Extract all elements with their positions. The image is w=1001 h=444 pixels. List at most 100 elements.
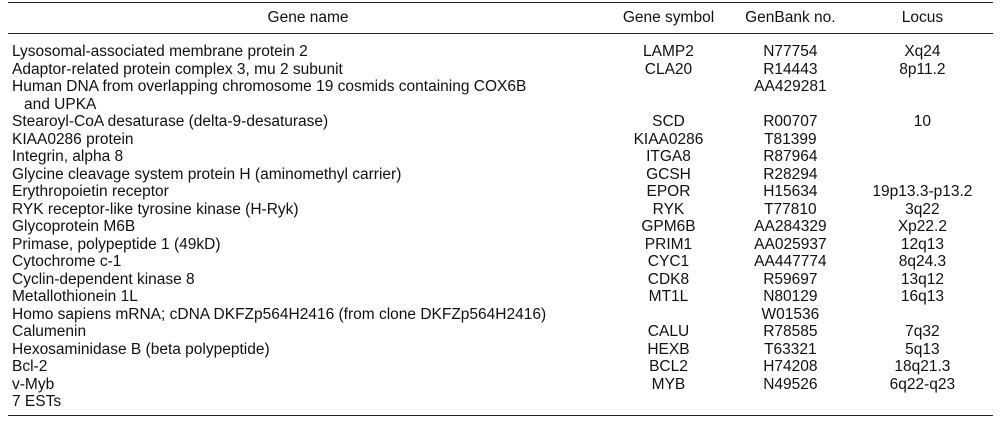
genbank-number: T77810 <box>764 200 817 218</box>
table-row: v-Myb MYB N49526 6q22-q23 <box>8 376 993 394</box>
table-body: Lysosomal-associated membrane protein 2 L… <box>8 34 993 416</box>
gene-table: Gene name Gene symbol GenBank no. Locus … <box>8 2 993 416</box>
header-genbank: GenBank no. <box>728 2 852 34</box>
table-row: Erythropoietin receptor EPOR H15634 19p13.3… <box>8 183 993 201</box>
table-row: Glycine cleavage system protein H (amino… <box>8 166 993 184</box>
table-row: Glycoprotein M6B GPM6B AA284329 Xp22.2 <box>8 218 993 236</box>
gene-name-cell: Stearoyl-CoA desaturase (delta-9-desatur… <box>8 113 608 131</box>
locus: 5q13 <box>905 340 940 358</box>
locus: 13q12 <box>900 270 944 288</box>
gene-name-cell: Hexosaminidase B (beta polypeptide) <box>8 341 608 359</box>
locus <box>852 166 993 184</box>
header-row: Gene name Gene symbol GenBank no. Locus <box>8 2 993 34</box>
locus: 7q32 <box>905 323 940 340</box>
gene-name-cell: Glycine cleavage system protein H (amino… <box>8 166 608 184</box>
gene-name: Homo sapiens mRNA; cDNA DKFZp564H2416 (f… <box>12 305 547 323</box>
table-row: Human DNA from overlapping chromosome 19… <box>8 78 993 113</box>
header-gene-symbol: Gene symbol <box>608 2 729 34</box>
gene-name: RYK receptor-like tyrosine kinase (H-Ryk… <box>12 200 299 218</box>
gene-name: Erythropoietin receptor <box>12 183 169 200</box>
table-row: Hexosaminidase B (beta polypeptide) HEXB T… <box>8 341 993 359</box>
locus: Xq24 <box>904 43 941 60</box>
genbank-number: H15634 <box>763 183 818 200</box>
table-row: Stearoyl-CoA desaturase (delta-9-desatur… <box>8 113 993 131</box>
locus: Xp22.2 <box>897 218 947 235</box>
gene-name-cell: 7 ESTs <box>8 393 609 416</box>
locus: 19p13.3-p13.2 <box>872 183 973 200</box>
locus: 10 <box>913 113 932 130</box>
header-gene-name: Gene name <box>8 2 609 34</box>
gene-name-cell: Cytochrome c-1 <box>8 253 608 271</box>
gene-symbol: CDK8 <box>647 270 690 288</box>
gene-name-cell: Glycoprotein M6B <box>8 218 608 236</box>
gene-name: 7 ESTs <box>12 393 62 410</box>
locus <box>852 78 993 113</box>
gene-symbol: BCL2 <box>649 358 688 375</box>
genbank-number: R00707 <box>763 113 818 130</box>
gene-symbol: KIAA0286 <box>633 130 704 148</box>
gene-name: Glycoprotein M6B <box>12 218 136 235</box>
gene-name-continuation: and UPKA <box>24 95 97 113</box>
table-row: Primase, polypeptide 1 (49kD) PRIM1 AA0259… <box>8 236 993 254</box>
genbank-number: R28294 <box>763 165 818 183</box>
gene-symbol: CYC1 <box>647 253 690 270</box>
locus: 16q13 <box>900 288 944 305</box>
gene-name: Integrin, alpha 8 <box>12 148 124 165</box>
table-row: Cyclin-dependent kinase 8 CDK8 R59697 13q12 <box>8 271 993 289</box>
gene-name: Calumenin <box>12 323 87 340</box>
gene-name: Lysosomal-associated membrane protein 2 <box>12 43 308 60</box>
gene-name-cell: Bcl-2 <box>8 358 608 376</box>
genbank-number: T81399 <box>764 130 817 148</box>
genbank-number: N77754 <box>763 43 818 60</box>
locus: 12q13 <box>900 235 944 253</box>
genbank-number: AA447774 <box>754 253 827 270</box>
gene-name-cell: Metallothionein 1L <box>8 288 608 306</box>
gene-name-cell: Homo sapiens mRNA; cDNA DKFZp564H2416 (f… <box>8 306 608 324</box>
header-locus: Locus <box>851 2 993 34</box>
gene-symbol: MYB <box>651 375 686 393</box>
gene-symbol: HEXB <box>647 340 690 358</box>
gene-symbol: SCD <box>652 113 685 130</box>
gene-name-cell: KIAA0286 protein <box>8 131 608 149</box>
gene-name-cell: v-Myb <box>8 376 608 394</box>
locus: 8p11.2 <box>899 60 946 78</box>
genbank-number: H74208 <box>763 358 818 375</box>
locus: 3q22 <box>905 200 940 218</box>
genbank-number: R78585 <box>763 323 818 340</box>
gene-name: Cytochrome c-1 <box>12 253 122 270</box>
locus: 6q22-q23 <box>889 375 956 393</box>
table-row: RYK receptor-like tyrosine kinase (H-Ryk… <box>8 201 993 219</box>
locus <box>852 306 993 324</box>
gene-symbol: ITGA8 <box>646 148 691 165</box>
gene-symbol: MT1L <box>648 288 689 305</box>
genbank-number: R59697 <box>763 270 818 288</box>
gene-name-cell: Lysosomal-associated membrane protein 2 <box>8 34 608 61</box>
gene-symbol: EPOR <box>646 183 691 200</box>
locus <box>852 148 993 166</box>
gene-symbol <box>608 306 729 324</box>
gene-symbol <box>608 393 729 416</box>
gene-symbol: RYK <box>652 200 685 218</box>
genbank-number: AA284329 <box>754 218 827 235</box>
gene-symbol: GPM6B <box>641 218 696 235</box>
table-row: Cytochrome c-1 CYC1 AA447774 8q24.3 <box>8 253 993 271</box>
gene-name-cell: RYK receptor-like tyrosine kinase (H-Ryk… <box>8 201 608 219</box>
gene-name: Human DNA from overlapping chromosome 19… <box>12 78 527 95</box>
genbank-number: N49526 <box>763 375 818 393</box>
table-row: Integrin, alpha 8 ITGA8 R87964 <box>8 148 993 166</box>
gene-name: Hexosaminidase B (beta polypeptide) <box>12 340 270 358</box>
locus: 8q24.3 <box>898 253 947 270</box>
gene-name: Primase, polypeptide 1 (49kD) <box>12 235 221 253</box>
table-row: Calumenin CALU R78585 7q32 <box>8 323 993 341</box>
gene-name-cell: Erythropoietin receptor <box>8 183 608 201</box>
gene-name: Cyclin-dependent kinase 8 <box>12 270 195 288</box>
gene-symbol: CALU <box>647 323 690 340</box>
locus <box>851 393 993 416</box>
gene-name-cell: Integrin, alpha 8 <box>8 148 608 166</box>
gene-name-cell: Cyclin-dependent kinase 8 <box>8 271 608 289</box>
locus: 18q21.3 <box>894 358 951 375</box>
gene-name: v-Myb <box>12 375 55 393</box>
table-row: Metallothionein 1L MT1L N80129 16q13 <box>8 288 993 306</box>
gene-name-cell: Primase, polypeptide 1 (49kD) <box>8 236 608 254</box>
